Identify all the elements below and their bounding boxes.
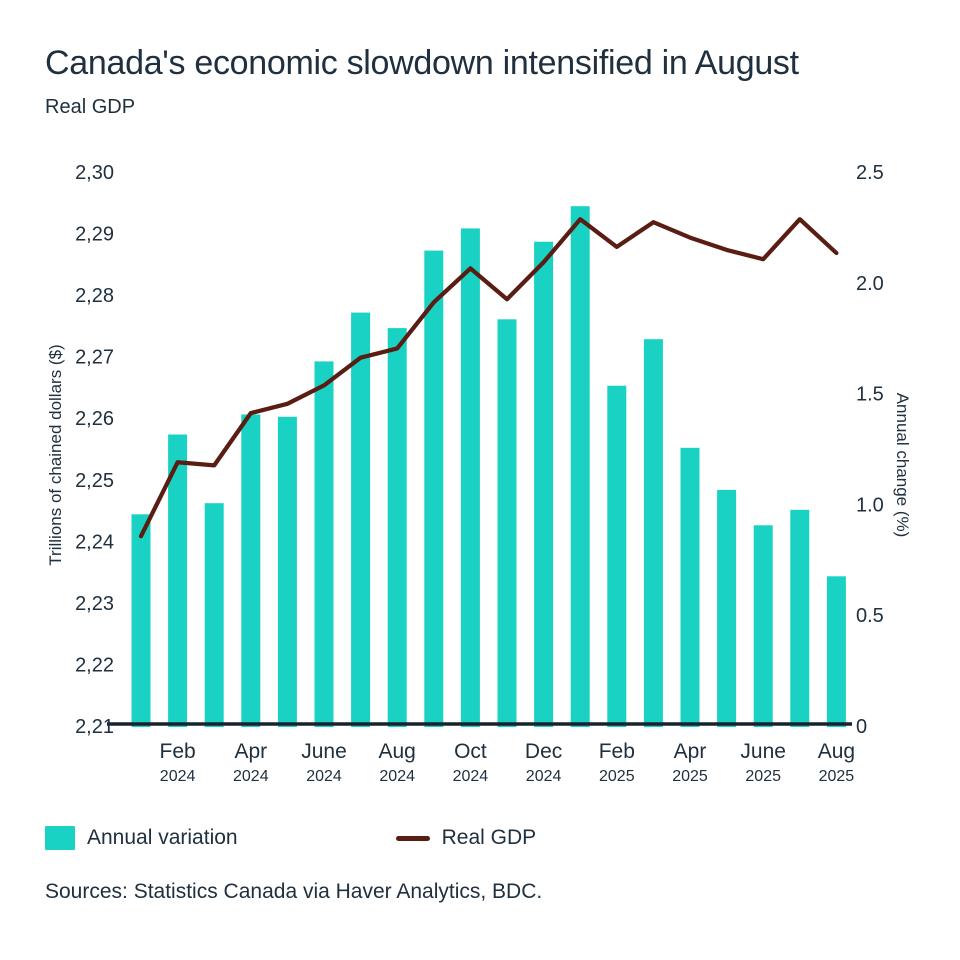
x-tick-month: Dec [525, 740, 562, 763]
x-tick-month: Aug [818, 740, 855, 763]
bar-feb-2025 [607, 385, 627, 727]
bar-may-2025 [717, 489, 737, 727]
bar-mar-2024 [204, 503, 224, 727]
x-tick-month: Feb [599, 740, 635, 763]
bar-jul-2025 [790, 509, 810, 727]
x-tick-year: 2024 [526, 768, 562, 785]
bar-apr-2025 [680, 447, 700, 727]
legend-label-annual-variation: Annual variation [87, 826, 238, 849]
x-tick-year: 2024 [379, 768, 415, 785]
x-tick-year: 2024 [160, 768, 196, 785]
bar-jun-2025 [753, 525, 773, 727]
bar-may-2024 [277, 416, 297, 727]
real-gdp-line [138, 217, 839, 539]
bar-dec-2024 [534, 241, 554, 727]
x-tick-month: June [301, 740, 347, 763]
bar-sep-2024 [424, 250, 444, 727]
bar-aug-2025 [826, 576, 846, 727]
x-tick-month: Apr [234, 740, 267, 763]
bar-nov-2024 [497, 319, 517, 727]
x-tick-year: 2024 [306, 768, 342, 785]
x-tick-year: 2025 [672, 768, 708, 785]
bar-feb-2024 [168, 434, 188, 727]
right-axis-tick: 0 [856, 716, 867, 738]
left-axis-tick: 2,22 [75, 654, 114, 676]
bar-jan-2024 [131, 514, 151, 727]
bar-jul-2024 [351, 312, 371, 727]
x-tick-year: 2025 [819, 768, 855, 785]
x-tick-year: 2025 [599, 768, 635, 785]
right-axis-tick: 2.5 [856, 162, 884, 184]
left-axis-tick: 2,27 [75, 347, 114, 369]
right-axis-tick: 1.5 [856, 384, 884, 406]
annual-variation-swatch [45, 826, 75, 850]
left-axis-tick: 2,21 [75, 716, 114, 738]
x-tick-month: Oct [454, 740, 487, 763]
bar-jun-2024 [314, 361, 334, 727]
bar-apr-2024 [241, 414, 261, 727]
left-axis-tick: 2,30 [75, 162, 114, 184]
right-axis-tick: 1.0 [856, 494, 884, 516]
legend-label-real-gdp: Real GDP [441, 826, 537, 849]
x-tick-month: Aug [379, 740, 416, 763]
x-tick-month: June [740, 740, 786, 763]
right-axis-tick: 2.0 [856, 273, 884, 295]
x-tick-year: 2025 [745, 768, 781, 785]
bar-mar-2025 [643, 339, 663, 727]
left-axis-tick: 2,29 [75, 224, 114, 246]
x-tick-year: 2024 [233, 768, 269, 785]
real-gdp-line-swatch [395, 835, 430, 841]
sources-note: Sources: Statistics Canada via Haver Ana… [45, 880, 543, 903]
x-tick-year: 2024 [453, 768, 489, 785]
x-tick-month: Apr [674, 740, 707, 763]
chart-title: Canada's economic slowdown intensified i… [45, 44, 799, 82]
bar-oct-2024 [460, 228, 480, 727]
left-axis-tick: 2,25 [75, 470, 114, 492]
left-axis-tick: 2,26 [75, 408, 114, 430]
left-axis-tick: 2,23 [75, 593, 114, 615]
bar-jan-2025 [570, 206, 590, 727]
chart-subtitle: Real GDP [45, 96, 136, 118]
chart-legend: Annual variation Real GDP [45, 826, 536, 850]
left-axis-tick: 2,28 [75, 285, 114, 307]
right-axis-tick: 0.5 [856, 605, 884, 627]
bar-aug-2024 [387, 328, 407, 727]
x-tick-month: Feb [160, 740, 196, 763]
left-axis-tick: 2,24 [75, 531, 114, 553]
